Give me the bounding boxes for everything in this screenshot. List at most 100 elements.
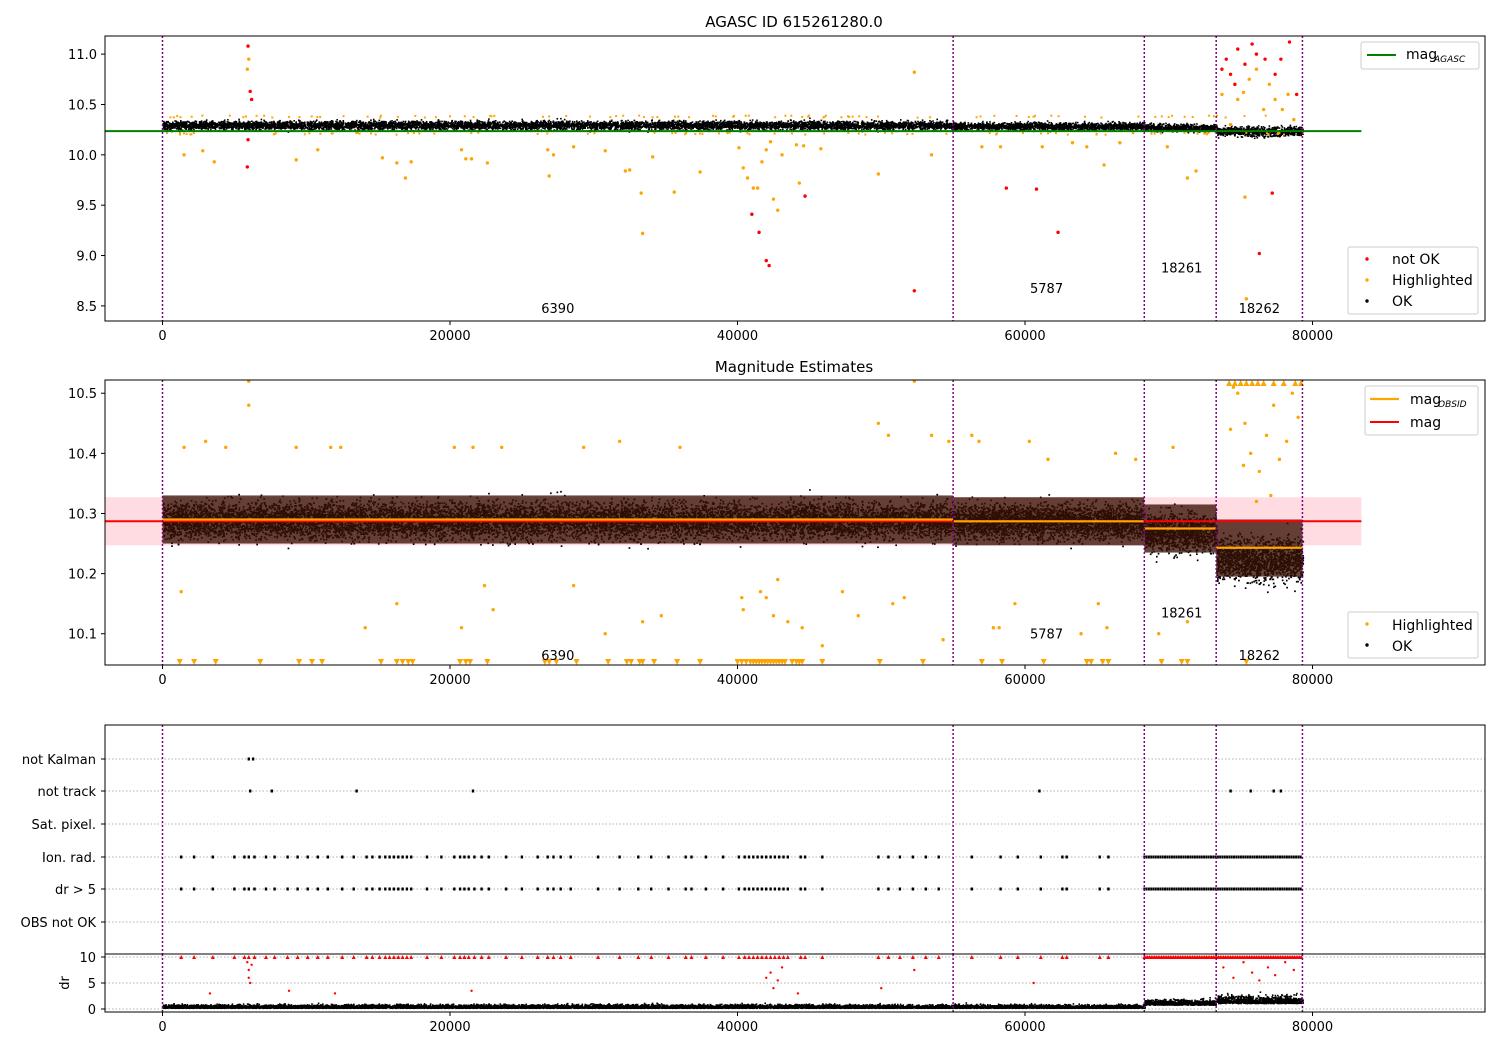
- ok-point: [375, 121, 378, 123]
- ok-point: [753, 124, 756, 127]
- ok-point: [257, 126, 260, 128]
- ok-point: [936, 121, 938, 124]
- ok-point: [690, 128, 693, 130]
- ok-point: [751, 119, 754, 121]
- ok-point: [164, 123, 167, 126]
- ok-point: [650, 120, 653, 122]
- ok-point: [229, 126, 231, 128]
- ok-point: [772, 122, 775, 125]
- ok-point: [195, 126, 198, 128]
- ok-point: [797, 126, 799, 128]
- ok-point: [502, 128, 504, 130]
- ok-point: [342, 128, 345, 130]
- ok-point: [469, 119, 472, 122]
- ok-point: [273, 128, 276, 131]
- ok-point: [253, 122, 256, 124]
- ok-point: [187, 128, 190, 131]
- ok-point: [715, 128, 718, 130]
- ok-point: [691, 121, 694, 123]
- ok-point: [497, 122, 499, 124]
- ok-point: [879, 124, 881, 127]
- ok-point: [332, 125, 335, 128]
- ok-point: [331, 121, 333, 124]
- ok-point: [265, 127, 268, 130]
- ok-point: [842, 120, 845, 123]
- ok-point: [843, 128, 845, 130]
- ok-point: [290, 120, 292, 123]
- ok-point: [559, 127, 562, 130]
- ok-point: [863, 126, 866, 128]
- ok-point: [853, 120, 855, 123]
- ok-point: [561, 125, 564, 128]
- ok-point: [867, 128, 870, 130]
- ok-point: [561, 128, 564, 131]
- ok-point: [733, 120, 736, 122]
- ok-point: [385, 125, 388, 128]
- ok-point: [796, 123, 799, 125]
- ok-point: [779, 121, 781, 123]
- ok-point: [669, 124, 672, 126]
- ok-point: [827, 127, 829, 130]
- ok-point: [226, 125, 229, 127]
- ok-point: [294, 128, 297, 130]
- ok-point: [571, 128, 574, 130]
- ok-point: [863, 127, 865, 130]
- ok-point: [235, 121, 238, 123]
- ok-point: [169, 122, 171, 125]
- ok-point: [168, 122, 170, 124]
- ok-point: [390, 124, 393, 127]
- ok-point: [232, 125, 234, 127]
- ok-point: [685, 129, 688, 131]
- ok-point: [504, 127, 507, 130]
- ok-point: [191, 121, 194, 124]
- ok-point: [589, 127, 592, 130]
- ok-point: [209, 127, 212, 129]
- ok-point: [320, 122, 323, 125]
- ok-point: [937, 127, 940, 129]
- ok-point: [271, 121, 273, 123]
- ok-point: [578, 123, 580, 125]
- ok-point: [330, 122, 332, 124]
- ok-point: [344, 125, 346, 127]
- ok-point: [614, 123, 616, 125]
- ok-point: [845, 120, 848, 123]
- ok-point: [319, 123, 322, 126]
- ok-point: [400, 126, 403, 129]
- ok-point: [862, 122, 865, 124]
- ok-point: [889, 128, 891, 131]
- ok-point: [881, 120, 883, 122]
- ok-point: [392, 126, 395, 128]
- ok-point: [346, 126, 348, 128]
- ok-point: [387, 128, 389, 130]
- ok-point: [890, 123, 892, 126]
- ok-point: [349, 128, 351, 131]
- ok-point: [806, 126, 809, 128]
- ok-point: [317, 125, 320, 127]
- ok-point: [320, 121, 323, 123]
- ok-point: [877, 122, 879, 125]
- ok-point: [473, 124, 476, 127]
- ok-point: [593, 124, 596, 126]
- ok-point: [747, 122, 749, 125]
- ok-point: [366, 127, 369, 130]
- ok-point: [888, 121, 890, 124]
- ok-point: [566, 126, 568, 129]
- ok-point: [619, 125, 622, 127]
- ok-point: [355, 120, 357, 123]
- ok-point: [875, 125, 877, 127]
- ok-point: [418, 122, 420, 124]
- ok-point: [520, 127, 522, 130]
- ok-point: [698, 128, 700, 130]
- ok-point: [616, 128, 619, 131]
- ok-point: [690, 122, 693, 125]
- ok-point: [709, 122, 711, 124]
- ok-point: [370, 121, 372, 124]
- ok-point: [591, 125, 593, 127]
- ok-point: [745, 123, 747, 125]
- ok-point: [615, 128, 617, 130]
- ok-point: [465, 125, 467, 128]
- ok-point: [841, 125, 843, 127]
- ok-point: [400, 128, 403, 130]
- ok-point: [401, 128, 404, 131]
- ok-point: [484, 126, 486, 129]
